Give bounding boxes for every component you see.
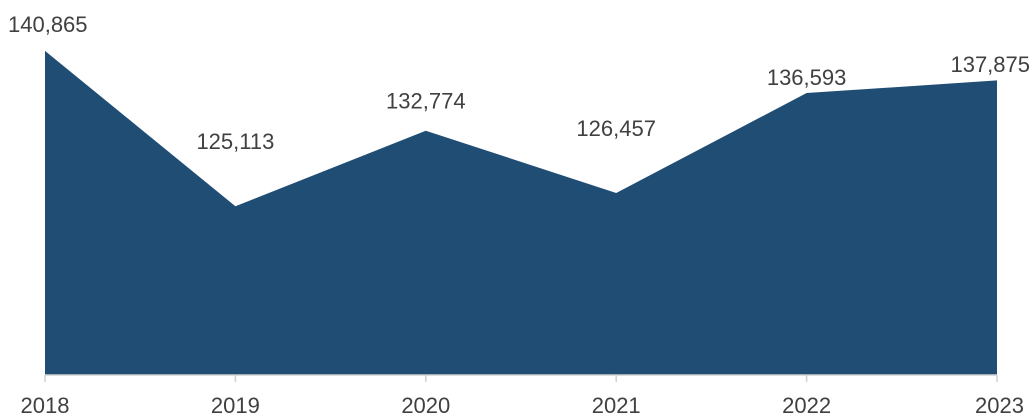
x-axis-ticks bbox=[44, 375, 998, 382]
x-tick-label-2020: 2020 bbox=[401, 393, 450, 417]
x-tick-label-2019: 2019 bbox=[211, 393, 260, 417]
x-axis-tick-labels: 2018 2019 2020 2021 2022 2023 bbox=[21, 393, 1024, 417]
data-label-2022: 136,593 bbox=[767, 65, 847, 90]
x-tick-label-2023: 2023 bbox=[975, 393, 1024, 417]
data-label-2023: 137,875 bbox=[950, 52, 1030, 77]
area-series bbox=[45, 50, 997, 376]
data-labels: 140,865 125,113 132,774 126,457 136,593 137,8… bbox=[8, 12, 1030, 154]
plot-area bbox=[45, 50, 997, 376]
data-label-2020: 132,774 bbox=[386, 89, 466, 114]
x-tick-label-2018: 2018 bbox=[21, 393, 70, 417]
data-label-2019: 125,113 bbox=[196, 129, 274, 154]
data-label-2021: 126,457 bbox=[576, 116, 656, 141]
data-label-2018: 140,865 bbox=[8, 12, 88, 37]
x-tick-label-2022: 2022 bbox=[782, 393, 831, 417]
x-tick-label-2021: 2021 bbox=[592, 393, 641, 417]
